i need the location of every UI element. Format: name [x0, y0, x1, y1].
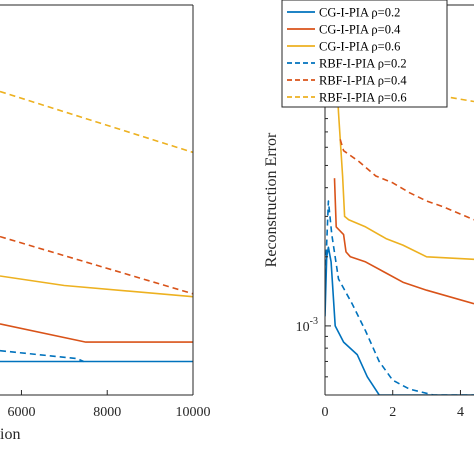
- series-line-6: [325, 246, 474, 395]
- series-line-2: [0, 235, 193, 295]
- legend-box: [281, 0, 448, 108]
- series-line-1: [0, 90, 193, 154]
- x-tick-label: 0: [322, 405, 329, 420]
- x-tick-label: 4: [457, 405, 464, 420]
- series-line-3: [0, 275, 193, 298]
- legend-entry-label: CG-I-PIA ρ=0.4: [319, 23, 401, 37]
- legend-entry-label: CG-I-PIA ρ=0.2: [319, 6, 400, 20]
- legend-entry-label: RBF-I-PIA ρ=0.4: [319, 74, 407, 88]
- legend-entry-label: RBF-I-PIA ρ=0.2: [319, 57, 407, 71]
- x-tick-label: 10000: [176, 405, 211, 420]
- x-tick-label: 8000: [93, 405, 121, 420]
- legend-entry-label: RBF-I-PIA ρ=0.6: [319, 91, 407, 105]
- series-line-5: [325, 200, 474, 395]
- x-tick-label: 2: [389, 405, 396, 420]
- x-axis-label: ion: [0, 426, 20, 443]
- x-tick-label: 6000: [7, 405, 35, 420]
- legend-entry-label: CG-I-PIA ρ=0.6: [319, 40, 400, 54]
- series-line-4: [333, 178, 474, 305]
- y-axis-label: Reconstruction Error: [263, 132, 280, 267]
- y-tick-label: 10-3: [296, 316, 318, 335]
- series-line-3: [339, 139, 474, 221]
- series-line-4: [0, 323, 193, 343]
- series-line-5: [0, 349, 84, 363]
- series-line-2: [336, 79, 474, 261]
- left-chart: 6000 8000 10000 ion: [0, 4, 211, 443]
- legend: CG-I-PIA ρ=0.2 CG-I-PIA ρ=0.4 CG-I-PIA ρ=0…: [281, 0, 448, 108]
